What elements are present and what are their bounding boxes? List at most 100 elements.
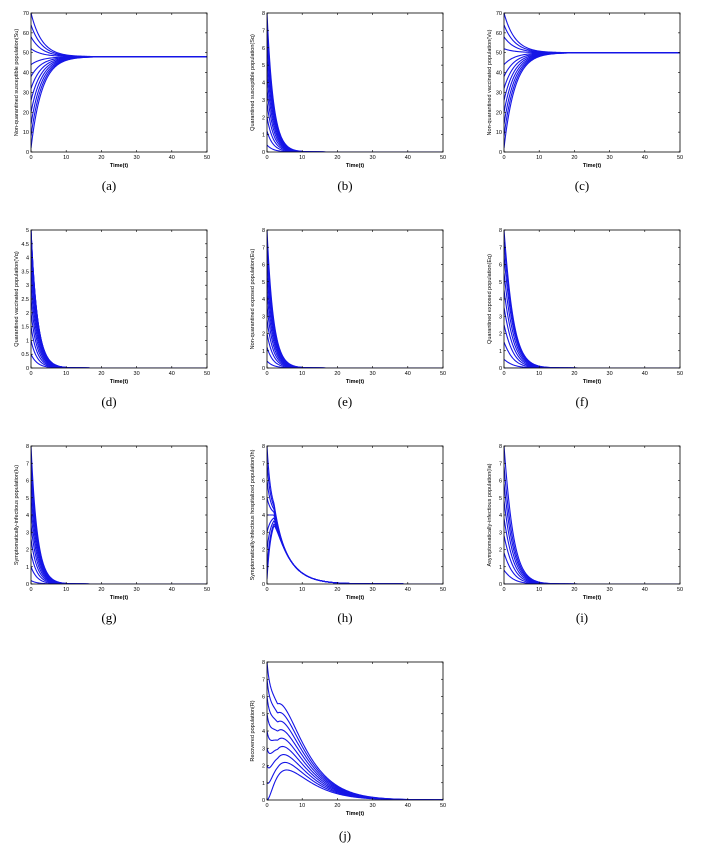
y-tick-label: 5 <box>499 280 502 286</box>
series-line <box>504 501 680 584</box>
series-line <box>267 89 443 152</box>
x-tick-label: 0 <box>502 155 505 161</box>
y-tick-label: 8 <box>26 444 29 450</box>
y-tick-label: 5 <box>26 496 29 502</box>
series-line <box>267 236 443 368</box>
y-tick-label: 2 <box>262 548 265 554</box>
y-axis-label: Quarantined susceptible population(Sq) <box>250 34 256 131</box>
series-line <box>267 745 443 800</box>
x-tick-label: 10 <box>63 155 69 161</box>
x-tick-label: 0 <box>265 371 268 377</box>
series-line <box>267 117 443 152</box>
plot-frame <box>503 445 681 585</box>
y-tick-label: 8 <box>262 228 265 234</box>
x-axis-label: Time(t) <box>583 379 601 385</box>
y-tick-label: 6 <box>499 479 502 485</box>
series-line <box>267 103 443 152</box>
x-tick-label: 10 <box>63 587 69 593</box>
series-line <box>31 340 207 368</box>
x-tick-label: 0 <box>502 587 505 593</box>
series-line <box>267 19 443 152</box>
x-tick-label: 40 <box>642 155 648 161</box>
panel-c: 0 10 20 30 40 50 0 10 20 30 40 50 60 70 Time(t) Non-qua… <box>487 11 683 193</box>
x-tick-label: 10 <box>299 155 305 161</box>
x-tick-label: 30 <box>607 371 613 377</box>
x-tick-label: 30 <box>370 587 376 593</box>
x-tick-label: 50 <box>204 371 210 377</box>
x-tick-label: 10 <box>299 587 305 593</box>
series-line <box>31 56 207 137</box>
x-axis-label: Time(t) <box>346 163 364 169</box>
y-tick-label: 3 <box>26 283 29 289</box>
x-tick-label: 10 <box>63 371 69 377</box>
y-tick-label: 3 <box>499 314 502 320</box>
panel-caption: (h) <box>337 610 352 625</box>
series-line <box>31 511 207 584</box>
plot-frame <box>30 445 208 585</box>
series-group <box>504 230 680 368</box>
x-tick-label: 30 <box>370 155 376 161</box>
panel-e: 0 10 20 30 40 50 0 1 2 3 4 5 6 7 8 Time(t) Non-quarantin… <box>250 228 446 409</box>
x-tick-label: 20 <box>334 371 340 377</box>
x-tick-label: 40 <box>405 371 411 377</box>
series-line <box>504 52 680 125</box>
panel-j: 0 10 20 30 40 50 0 1 2 3 4 5 6 7 8 Time(t) Recovered pop… <box>250 660 446 843</box>
series-line <box>267 264 443 368</box>
y-axis-label: Symptomatically-infectious population(Iu… <box>14 465 20 565</box>
series-line <box>31 456 207 584</box>
y-tick-label: 4 <box>262 81 265 87</box>
y-tick-label: 7 <box>262 28 265 34</box>
series-line <box>267 47 443 152</box>
y-tick-label: 4 <box>262 297 265 303</box>
x-tick-label: 0 <box>502 371 505 377</box>
y-tick-label: 1 <box>499 565 502 571</box>
series-line <box>267 347 443 368</box>
series-line <box>31 13 207 58</box>
y-tick-label: 70 <box>496 11 502 17</box>
series-line <box>504 52 680 137</box>
series-line <box>504 273 680 368</box>
y-axis-label: Non-quarantined susceptible population(S… <box>14 29 20 136</box>
y-tick-label: 30 <box>496 90 502 96</box>
x-axis-label: Time(t) <box>110 595 128 601</box>
series-line <box>504 52 680 149</box>
series-group <box>267 13 443 152</box>
y-tick-label: 20 <box>23 110 29 116</box>
y-tick-label: 7 <box>262 245 265 251</box>
series-line <box>504 518 680 584</box>
series-line <box>267 130 443 152</box>
series-group <box>31 446 207 584</box>
x-tick-label: 10 <box>299 803 305 809</box>
y-tick-label: 7 <box>499 245 502 251</box>
x-tick-label: 40 <box>169 587 175 593</box>
y-tick-label: 2 <box>26 548 29 554</box>
y-tick-label: 2 <box>262 332 265 338</box>
x-tick-label: 50 <box>677 155 683 161</box>
y-tick-label: 2 <box>499 332 502 338</box>
series-line <box>31 24 207 58</box>
plot-frame <box>30 229 208 369</box>
panel-i: 0 10 20 30 40 50 0 1 2 3 4 5 6 7 8 Time(t) Asymptomatica… <box>487 444 683 625</box>
series-line <box>267 497 443 584</box>
plot-frame <box>503 12 681 153</box>
series-line <box>504 13 680 54</box>
y-tick-label: 60 <box>23 31 29 37</box>
x-tick-label: 0 <box>29 155 32 161</box>
x-tick-label: 20 <box>334 155 340 161</box>
x-axis-label: Time(t) <box>583 595 601 601</box>
panel-caption: (j) <box>339 828 351 843</box>
y-tick-label: 2 <box>262 764 265 770</box>
series-line <box>504 466 680 584</box>
x-tick-label: 50 <box>204 587 210 593</box>
y-tick-label: 60 <box>496 31 502 37</box>
x-tick-label: 50 <box>440 803 446 809</box>
y-tick-label: 0 <box>499 150 502 156</box>
panel-caption: (a) <box>102 178 116 193</box>
y-tick-label: 3 <box>499 530 502 536</box>
x-tick-label: 30 <box>607 587 613 593</box>
y-tick-label: 8 <box>499 228 502 234</box>
series-line <box>504 290 680 368</box>
series-line <box>31 525 207 584</box>
y-tick-label: 8 <box>499 444 502 450</box>
series-line <box>267 230 443 368</box>
